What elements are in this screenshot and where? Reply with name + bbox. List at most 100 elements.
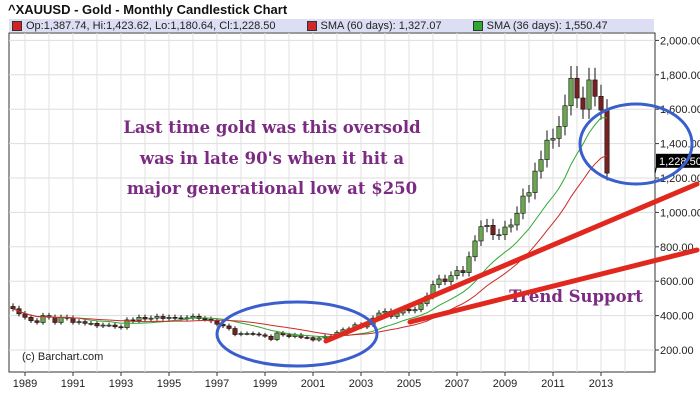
candle-body <box>460 270 466 273</box>
candle-body <box>166 317 172 319</box>
candle-body <box>52 317 58 323</box>
candle-body <box>244 333 250 335</box>
candle-body <box>478 226 484 242</box>
sma60-swatch-icon <box>306 20 317 31</box>
candle-body <box>136 317 142 322</box>
y-tick-label: 600.00 <box>660 276 694 288</box>
y-tick-label: 1,400.00 <box>660 139 700 151</box>
candle-body <box>256 333 262 336</box>
credit: (c) Barchart.com <box>22 351 103 363</box>
sma36-swatch-icon <box>472 20 483 31</box>
legend-sma36-text: SMA (36 days): 1,550.47 <box>486 19 608 32</box>
chart-title: ^XAUUSD - Gold - Monthly Candlestick Cha… <box>8 2 288 17</box>
x-tick-label: 2013 <box>589 378 613 390</box>
candle-body <box>88 323 94 325</box>
candle-body <box>160 316 166 319</box>
candle-body <box>94 323 100 327</box>
candle-body <box>40 315 46 323</box>
annotation-line-3: major generational low at $250 <box>127 179 417 198</box>
x-tick-label: 2007 <box>445 378 469 390</box>
y-tick-label: 1,800.00 <box>660 70 700 82</box>
candle-body <box>466 256 472 273</box>
candle-body <box>10 306 16 310</box>
candle-body <box>58 317 64 323</box>
candle-body <box>202 318 208 320</box>
candle-body <box>436 278 442 285</box>
top-ellipse <box>578 102 694 186</box>
candle-body <box>118 326 124 329</box>
x-tick-label: 2001 <box>301 378 325 390</box>
x-tick-label: 1995 <box>157 378 181 390</box>
candle-body <box>604 109 610 174</box>
candle-body <box>238 333 244 335</box>
ohlc-swatch-icon <box>12 20 22 31</box>
x-tick-label: 2009 <box>493 378 517 390</box>
candle-body <box>226 325 232 329</box>
candle-body <box>112 324 118 328</box>
candle-body <box>190 315 196 319</box>
candle-body <box>412 309 418 312</box>
candle-body <box>550 138 556 141</box>
candle-body <box>316 337 322 341</box>
candle-body <box>124 319 130 328</box>
candle-body <box>418 303 424 310</box>
candle-body <box>82 321 88 324</box>
trendline-lower <box>407 247 700 325</box>
candle-body <box>472 240 478 258</box>
legend-ohlc-text: Op:1,387.74, Hi:1,423.62, Lo:1,180.64, C… <box>26 19 276 32</box>
legend-ohlc: Op:1,387.74, Hi:1,423.62, Lo:1,180.64, C… <box>12 20 276 32</box>
y-tick-label: 400.00 <box>660 311 694 323</box>
candle-body <box>526 192 532 197</box>
x-tick-label: 2003 <box>349 378 373 390</box>
y-tick-label: 1,000.00 <box>660 207 700 219</box>
x-tick-label: 1999 <box>253 378 277 390</box>
candle-body <box>586 79 592 110</box>
x-tick-label: 2005 <box>397 378 421 390</box>
candle-body <box>274 332 280 340</box>
candle-body <box>568 77 574 107</box>
legend-sma60: SMA (60 days): 1,327.07 <box>306 20 442 32</box>
sma36-line <box>12 117 608 338</box>
candle-body <box>514 212 520 226</box>
annotation-line-1: Last time gold was this oversold <box>123 118 421 137</box>
candle-body <box>406 308 412 312</box>
candle-body <box>490 225 496 236</box>
candle-body <box>142 317 148 320</box>
legend-bar: Op:1,387.74, Hi:1,423.62, Lo:1,180.64, C… <box>9 19 654 32</box>
candle-body <box>580 97 586 110</box>
candle-body <box>574 77 580 99</box>
candle-body <box>232 328 238 335</box>
candle-body <box>106 324 112 327</box>
candle-body <box>214 320 220 325</box>
candle-body <box>562 105 568 127</box>
candle-body <box>508 224 514 228</box>
candle-body <box>544 139 550 160</box>
candle-body <box>28 317 34 322</box>
candle-body <box>250 333 256 335</box>
annotation-line-2: was in late 90's when it hit a <box>139 149 405 168</box>
candle-body <box>382 310 388 314</box>
sma60-line <box>12 155 608 336</box>
candle-body <box>502 226 508 236</box>
y-tick-label: 2,000.00 <box>660 35 700 47</box>
candle-body <box>262 334 268 337</box>
annotations: Last time gold was this oversold was in … <box>123 102 700 368</box>
x-tick-label: 1991 <box>61 378 85 390</box>
candle-body <box>172 317 178 319</box>
y-tick-label: 200.00 <box>660 345 694 357</box>
candle-body <box>532 170 538 193</box>
candle-body <box>178 317 184 320</box>
candle-body <box>454 270 460 276</box>
candle-body <box>448 275 454 282</box>
candle-body <box>496 234 502 237</box>
x-tick-label: 1997 <box>205 378 229 390</box>
x-tick-label: 1993 <box>109 378 133 390</box>
candle-body <box>76 321 82 323</box>
trend-support-label: Trend Support <box>509 287 643 306</box>
candle-body <box>520 195 526 214</box>
candle-body <box>484 225 490 227</box>
candle-body <box>286 334 292 337</box>
low-ellipse <box>215 300 379 368</box>
candle-body <box>70 317 76 323</box>
